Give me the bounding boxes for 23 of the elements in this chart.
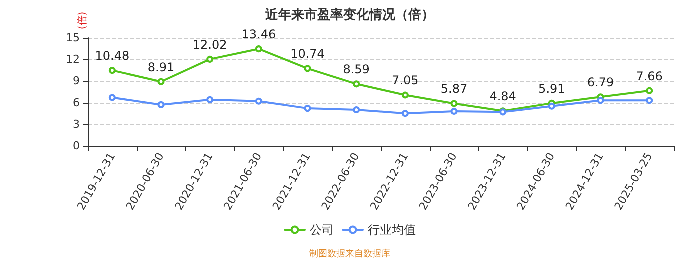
data-label: 8.91 <box>148 60 175 74</box>
y-tick-label: 6 <box>73 96 80 110</box>
y-tick-label: 9 <box>73 74 80 88</box>
y-axis-title: (倍) <box>76 12 88 30</box>
data-label: 13.46 <box>242 28 276 42</box>
data-label: 5.87 <box>440 82 468 96</box>
chart-title: 近年来市盈率变化情况（倍） <box>264 7 434 23</box>
data-label: 10.74 <box>290 47 325 62</box>
data-label: 6.79 <box>587 76 614 90</box>
data-label: 7.05 <box>392 74 419 88</box>
y-tick-label: 0 <box>73 140 80 152</box>
y-tick-label: 3 <box>73 118 80 131</box>
data-label: 7.66 <box>636 69 663 84</box>
data-label: 5.91 <box>538 82 566 96</box>
data-label: 4.84 <box>490 90 516 104</box>
data-label: 8.59 <box>343 62 370 77</box>
text: 制图数据来自数据库 <box>310 248 390 260</box>
data-label: 10.48 <box>95 49 130 64</box>
legend-label: 行业均值 <box>368 223 416 237</box>
y-tick-label: 12 <box>66 53 80 66</box>
data-label: 12.02 <box>192 38 228 52</box>
y-tick-label: 15 <box>66 32 80 44</box>
legend-label: 公司 <box>310 223 334 237</box>
